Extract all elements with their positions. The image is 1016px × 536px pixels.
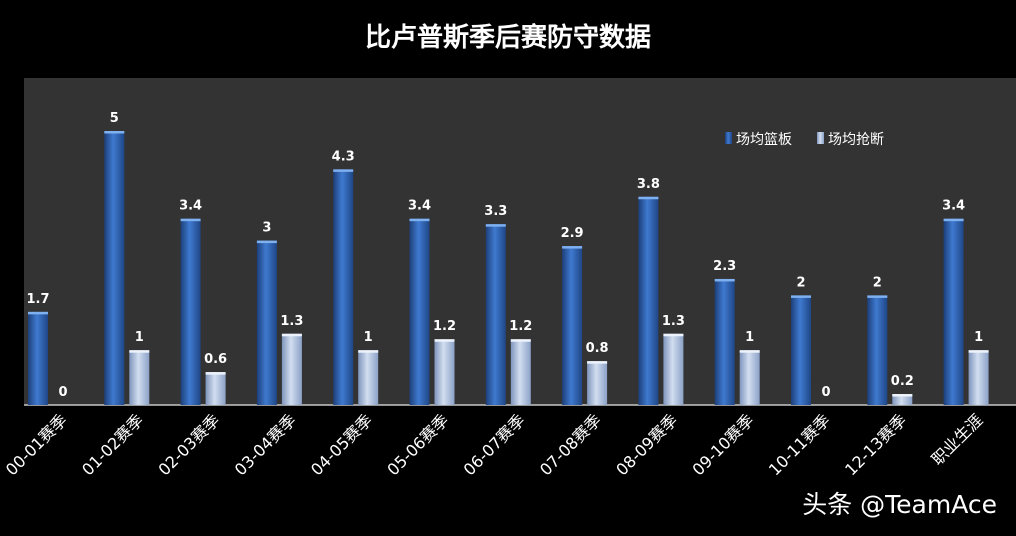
value-label-series0-12: 3.4 [942, 199, 965, 214]
bar-cap-series1-1 [129, 350, 150, 353]
bar-series0-8 [638, 196, 659, 405]
value-label-series1-10: 0 [821, 385, 830, 400]
bar-cap-series0-5 [409, 218, 430, 222]
legend-swatch-series1 [817, 132, 824, 144]
value-label-series1-0: 0 [58, 385, 67, 400]
bar-cap-series1-9 [739, 350, 760, 353]
bar-series1-11 [892, 394, 913, 405]
bar-cap-series0-12 [943, 218, 964, 222]
bar-cap-series0-11 [867, 295, 888, 298]
bar-cap-series0-6 [485, 224, 506, 227]
bar-series1-4 [358, 350, 379, 405]
bar-cap-series0-7 [562, 246, 583, 249]
value-labels-layer: 1.7 0 5 1 3.4 0.6 3 1.3 4.3 1 3.4 1.2 3.3 1.2 2.9 0.8 3.… [26, 111, 983, 400]
bar-cap-series0-3 [256, 240, 277, 244]
bar-series1-12 [968, 350, 989, 405]
value-label-series0-4: 4.3 [332, 149, 355, 164]
value-label-series1-6: 1.2 [509, 319, 532, 334]
bar-cap-series1-11 [892, 394, 913, 397]
bar-cap-series0-10 [791, 295, 811, 298]
x-tick-label-8: 08-09赛季 [612, 410, 681, 479]
value-label-series0-0: 1.7 [26, 292, 49, 307]
value-label-series1-2: 0.6 [204, 352, 227, 367]
bar-series0-3 [256, 240, 277, 405]
x-tick-label-2: 02-03赛季 [154, 410, 223, 479]
bar-cap-series1-7 [587, 361, 608, 364]
value-label-series0-11: 2 [873, 275, 882, 290]
legend-label-series0: 场均篮板 [736, 132, 792, 148]
bar-series0-1 [104, 131, 125, 405]
x-tick-label-9: 09-10赛季 [689, 410, 758, 479]
bar-cap-series1-4 [358, 350, 379, 353]
bar-cap-series1-5 [434, 339, 455, 342]
bar-series1-8 [663, 333, 684, 405]
x-tick-label-11: 12-13赛季 [841, 410, 910, 479]
x-tick-label-12: 职业生涯 [928, 410, 987, 469]
bar-cap-series1-3 [281, 333, 302, 337]
value-label-series1-3: 1.3 [280, 314, 303, 329]
x-tick-label-3: 03-04赛季 [231, 410, 300, 479]
bar-series1-3 [281, 333, 302, 405]
bar-series0-0 [28, 311, 48, 405]
bar-series0-5 [409, 218, 430, 405]
value-label-series0-5: 3.4 [408, 199, 431, 214]
bar-series0-10 [791, 295, 811, 405]
x-tick-label-1: 01-02赛季 [78, 410, 147, 479]
bar-series0-11 [867, 295, 888, 405]
value-label-series0-9: 2.3 [713, 259, 736, 274]
bar-cap-series0-9 [714, 278, 735, 282]
value-label-series1-7: 0.8 [586, 341, 609, 356]
value-label-series0-2: 3.4 [179, 199, 202, 214]
value-label-series0-6: 3.3 [484, 204, 507, 219]
x-tick-labels-layer: 00-01赛季 01-02赛季 02-03赛季 03-04赛季 04-05赛季 05-06… [2, 410, 987, 479]
value-label-series0-7: 2.9 [561, 226, 584, 241]
bar-series0-4 [333, 169, 354, 405]
x-tick-label-6: 06-07赛季 [460, 410, 529, 479]
bar-series0-9 [714, 278, 735, 405]
value-label-series1-12: 1 [974, 330, 983, 345]
bar-cap-series0-1 [104, 131, 125, 134]
value-label-series1-1: 1 [135, 330, 144, 345]
bar-cap-series1-6 [510, 339, 531, 342]
bar-cap-series1-12 [968, 350, 989, 353]
bar-series1-9 [739, 350, 760, 405]
watermark: 头条 @TeamAce [802, 490, 997, 519]
bar-cap-series1-8 [663, 333, 684, 337]
bar-series0-6 [485, 224, 506, 405]
value-label-series0-10: 2 [796, 275, 805, 290]
bar-cap-series0-0 [28, 311, 48, 315]
bar-series0-7 [562, 246, 583, 405]
legend: 场均篮板 场均抢断 [725, 131, 884, 148]
bar-series1-1 [129, 350, 150, 405]
bar-series0-12 [943, 218, 964, 405]
bar-cap-series0-2 [180, 218, 201, 222]
chart-title: 比卢普斯季后赛防守数据 [365, 22, 651, 53]
value-label-series0-1: 5 [110, 111, 119, 126]
bar-series1-7 [587, 361, 608, 405]
x-tick-label-5: 05-06赛季 [383, 410, 452, 479]
x-tick-label-10: 10-11赛季 [765, 410, 834, 479]
x-tick-label-4: 04-05赛季 [307, 410, 376, 479]
bar-series1-5 [434, 339, 455, 405]
legend-label-series1: 场均抢断 [828, 131, 884, 148]
bar-series1-6 [510, 339, 531, 405]
bar-series0-2 [180, 218, 201, 405]
legend-swatch-series0 [725, 132, 732, 144]
x-tick-label-0: 00-01赛季 [2, 410, 71, 479]
bars-layer [28, 131, 989, 405]
value-label-series0-3: 3 [262, 221, 271, 236]
value-label-series1-4: 1 [364, 330, 373, 345]
bar-series1-2 [205, 372, 226, 405]
bar-cap-series1-2 [205, 372, 226, 375]
value-label-series1-8: 1.3 [662, 314, 685, 329]
x-tick-label-7: 07-08赛季 [536, 410, 605, 479]
value-label-series1-9: 1 [745, 330, 754, 345]
bar-cap-series0-8 [638, 196, 659, 200]
value-label-series0-8: 3.8 [637, 177, 660, 192]
value-label-series1-11: 0.2 [891, 374, 914, 389]
bar-cap-series0-4 [333, 169, 354, 172]
value-label-series1-5: 1.2 [433, 319, 456, 334]
